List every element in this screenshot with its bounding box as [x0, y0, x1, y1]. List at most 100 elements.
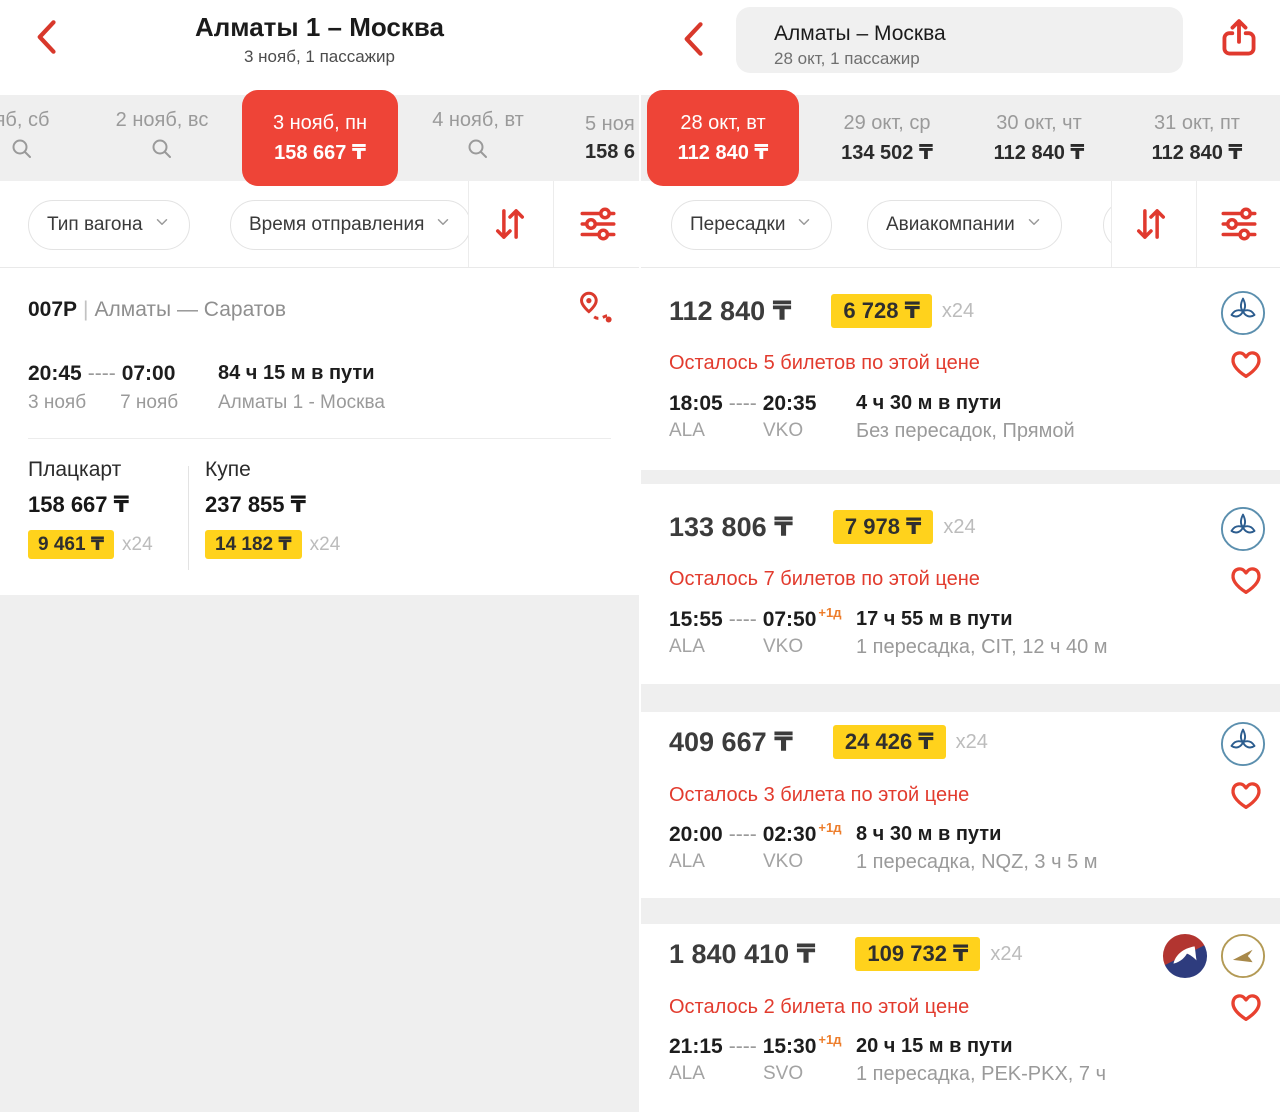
trip-duration: 17 ч 55 м в пути — [856, 608, 1013, 630]
flight-card[interactable]: 409 667 ₸ 24 426 ₸ x24 Осталось 3 билета… — [641, 712, 1280, 898]
date-tab-label: яб, сб — [0, 109, 50, 131]
airport-codes: ALA VKO — [669, 851, 803, 873]
arrival-time: 15:30 — [762, 1035, 817, 1058]
departure-time: 20:00 — [669, 823, 723, 846]
installment-badge: 14 182 ₸ — [205, 530, 302, 559]
flight-times: 21:15 ---- 15:30 +1д — [669, 1032, 842, 1059]
flight-price: 133 806 ₸ — [669, 511, 793, 542]
date-tab-price: 112 840 ₸ — [993, 141, 1085, 164]
filters-button[interactable] — [1217, 203, 1261, 247]
airport-codes: ALA VKO — [669, 420, 803, 442]
flight-price-row: 409 667 ₸ 24 426 ₸ x24 — [669, 725, 988, 759]
date-tab-28-oct-selected[interactable]: 28 окт, вт 112 840 ₸ — [647, 90, 799, 186]
date-tab-label: 2 нояб, вс — [115, 109, 209, 131]
train-header: Алматы 1 – Москва 3 нояб, 1 пассажир — [0, 0, 639, 95]
date-tab-label: 30 окт, чт — [996, 111, 1082, 134]
train-results-screen: Алматы 1 – Москва 3 нояб, 1 пассажир яб,… — [0, 0, 639, 1112]
class-price: 237 855 ₸ — [205, 492, 306, 517]
route-title: Алматы – Москва — [774, 21, 946, 45]
plus-day-indicator: +1д — [818, 1032, 842, 1047]
flight-times: 18:05 ---- 20:35 — [669, 392, 816, 416]
sliders-icon — [577, 207, 619, 248]
favorite-button[interactable] — [1226, 343, 1266, 383]
date-tab-price: 158 667 ₸ — [274, 141, 366, 164]
tickets-left-warning: Осталось 5 билетов по этой цене — [669, 352, 980, 374]
flight-price: 409 667 ₸ — [669, 726, 793, 757]
divider — [188, 466, 189, 570]
transfer-info: 1 пересадка, PEK-PKX, 7 ч — [856, 1063, 1107, 1085]
departure-time: 21:15 — [669, 1035, 723, 1058]
filter-chip-airlines[interactable]: Авиакомпании — [867, 200, 1062, 250]
date-tab-1-nov[interactable]: яб, сб — [0, 95, 102, 181]
train-route: Алматы — Саратов — [94, 298, 287, 321]
train-title-row: 007Р | Алматы — Саратов — [28, 298, 286, 322]
route-map-button[interactable] — [573, 288, 617, 332]
transfer-info: 1 пересадка, NQZ, 3 ч 5 м — [856, 851, 1098, 873]
search-icon — [466, 137, 490, 167]
flight-times: 20:00 ---- 02:30 +1д — [669, 820, 842, 847]
date-tab-30-oct[interactable]: 30 окт, чт 112 840 ₸ — [959, 95, 1119, 181]
date-tab-5-nov[interactable]: 5 ноя 158 6 — [585, 95, 639, 181]
trip-subtitle: 28 окт, 1 пассажир — [774, 48, 920, 68]
date-strip: 28 окт, вт 112 840 ₸ 29 окт, ср 134 502 … — [641, 90, 1280, 186]
filter-chip-label: Авиакомпании — [886, 214, 1015, 235]
heart-icon — [1226, 994, 1266, 1029]
installment-row: 14 182 ₸ x24 — [205, 530, 340, 559]
departure-time: 15:55 — [669, 608, 723, 631]
installment-badge: 9 461 ₸ — [28, 530, 115, 559]
class-price: 158 667 ₸ — [28, 492, 129, 517]
flight-price-row: 112 840 ₸ 6 728 ₸ x24 — [669, 294, 974, 328]
tickets-left-warning: Осталось 7 билетов по этой цене — [669, 568, 980, 590]
favorite-button[interactable] — [1226, 986, 1266, 1026]
search-icon — [150, 137, 174, 167]
airline-logo-scat-icon — [1220, 933, 1266, 979]
departure-airport: ALA — [669, 851, 705, 872]
date-tab-29-oct[interactable]: 29 окт, ср 134 502 ₸ — [807, 95, 967, 181]
filter-chip-departure-time[interactable]: Время отправления — [230, 200, 472, 250]
date-tab-4-nov[interactable]: 4 нояб, вт — [398, 95, 558, 181]
chevron-left-icon — [673, 21, 717, 64]
sliders-icon — [1218, 207, 1260, 248]
date-tab-31-oct[interactable]: 31 окт, пт 112 840 ₸ — [1117, 95, 1277, 181]
back-button[interactable] — [671, 16, 719, 64]
flight-card[interactable]: 133 806 ₸ 7 978 ₸ x24 Осталось 7 билетов… — [641, 484, 1280, 684]
airline-logo-china-eastern-icon — [1162, 933, 1208, 979]
sort-button[interactable] — [488, 203, 532, 247]
share-button[interactable] — [1214, 14, 1264, 64]
trip-subtitle: 3 нояб, 1 пассажир — [243, 47, 396, 66]
arrival-airport: VKO — [763, 851, 804, 872]
date-tab-price: 112 840 ₸ — [1151, 141, 1243, 164]
train-header-text: Алматы 1 – Москва 3 нояб, 1 пассажир — [80, 10, 559, 67]
favorite-button[interactable] — [1226, 774, 1266, 814]
train-card[interactable]: 007Р | Алматы — Саратов 20:45 ---- 07:00 3 н… — [0, 268, 639, 595]
date-strip: яб, сб 2 нояб, вс 3 нояб, пн 158 667 ₸ 4… — [0, 90, 639, 186]
class-column-platzkart[interactable]: Плацкарт 158 667 ₸ 9 461 ₸ x24 — [28, 458, 153, 559]
arrival-time: 07:00 — [121, 362, 176, 385]
tickets-left-warning: Осталось 2 билета по этой цене — [669, 996, 970, 1018]
date-tab-price: 134 502 ₸ — [841, 141, 933, 164]
back-button[interactable] — [24, 14, 72, 62]
departure-date: 3 нояб — [28, 392, 87, 413]
flight-card[interactable]: 1 840 410 ₸ 109 732 ₸ x24 Осталось 2 бил… — [641, 924, 1280, 1112]
date-tab-3-nov-selected[interactable]: 3 нояб, пн 158 667 ₸ — [242, 90, 398, 186]
trip-duration: 8 ч 30 м в пути — [856, 823, 1002, 845]
flight-card[interactable]: 112 840 ₸ 6 728 ₸ x24 Осталось 5 билетов… — [641, 268, 1280, 470]
favorite-button[interactable] — [1226, 559, 1266, 599]
divider — [1111, 181, 1112, 267]
filter-chip-transfers[interactable]: Пересадки — [671, 200, 833, 250]
filters-button[interactable] — [576, 203, 620, 247]
date-tab-2-nov[interactable]: 2 нояб, вс — [82, 95, 242, 181]
installment-badge: 7 978 ₸ — [832, 510, 934, 544]
filter-chip-wagon-type[interactable]: Тип вагона — [28, 200, 190, 250]
train-dates: 3 нояб 7 нояб — [28, 392, 178, 414]
arrival-airport: VKO — [763, 420, 804, 441]
airline-logo-air-astana-icon — [1220, 290, 1266, 336]
search-summary-pill[interactable]: Алматы – Москва 28 окт, 1 пассажир — [736, 7, 1183, 73]
class-column-coupe[interactable]: Купе 237 855 ₸ 14 182 ₸ x24 — [205, 458, 340, 559]
heart-icon — [1226, 351, 1266, 386]
page-title: Алматы 1 – Москва — [195, 12, 444, 42]
divider — [28, 438, 611, 439]
sort-button[interactable] — [1129, 203, 1173, 247]
arrival-date: 7 нояб — [120, 392, 179, 413]
